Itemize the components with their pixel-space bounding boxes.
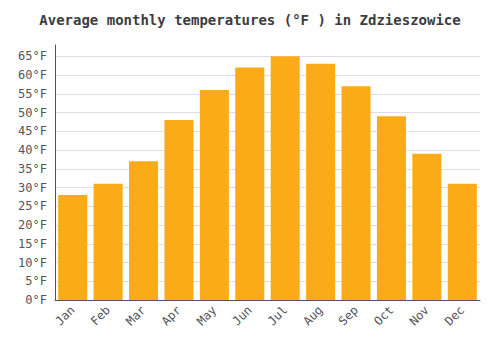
svg-text:Dec: Dec [442,303,467,328]
svg-text:45°F: 45°F [18,124,47,138]
svg-text:Feb: Feb [88,303,113,328]
svg-text:35°F: 35°F [18,162,47,176]
svg-text:15°F: 15°F [18,237,47,251]
svg-text:Mar: Mar [123,303,148,328]
svg-text:50°F: 50°F [18,106,47,120]
svg-text:May: May [194,303,219,328]
svg-text:10°F: 10°F [18,256,47,270]
svg-text:Jan: Jan [52,303,77,328]
svg-text:Nov: Nov [407,303,432,328]
svg-text:40°F: 40°F [18,143,47,157]
svg-text:Aug: Aug [300,303,325,328]
svg-text:Sep: Sep [336,303,361,328]
svg-text:5°F: 5°F [25,274,47,288]
svg-text:Jun: Jun [230,303,255,328]
svg-text:Average monthly temperatures (: Average monthly temperatures (°F ) in Zd… [39,12,460,28]
svg-text:25°F: 25°F [18,199,47,213]
svg-text:Apr: Apr [159,303,184,328]
svg-text:30°F: 30°F [18,181,47,195]
svg-text:Oct: Oct [371,303,396,328]
svg-text:0°F: 0°F [25,293,47,307]
svg-text:65°F: 65°F [18,49,47,63]
svg-text:60°F: 60°F [18,68,47,82]
svg-text:20°F: 20°F [18,218,47,232]
svg-text:55°F: 55°F [18,87,47,101]
svg-text:Jul: Jul [265,303,290,328]
